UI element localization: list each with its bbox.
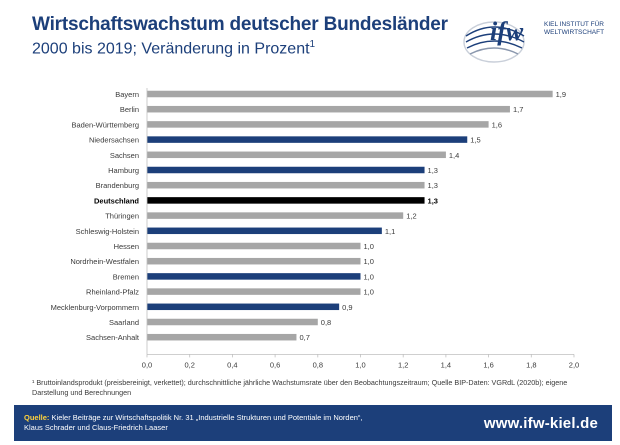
x-tick-label: 1,8 xyxy=(526,360,536,369)
category-label: Nordrhein-Westfalen xyxy=(70,257,139,266)
x-tick-label: 0,2 xyxy=(184,360,194,369)
logo-line1: KIEL INSTITUT FÜR xyxy=(544,20,604,28)
chart-subtitle: 2000 bis 2019; Veränderung in Prozent1 xyxy=(32,39,315,58)
category-label: Bremen xyxy=(113,272,139,281)
bar xyxy=(147,197,425,204)
data-label: 1,7 xyxy=(513,105,523,114)
x-tick-label: 0,8 xyxy=(313,360,323,369)
category-label: Bayern xyxy=(115,90,139,99)
data-label: 1,1 xyxy=(385,227,395,236)
data-label: 1,0 xyxy=(364,272,374,281)
x-tick-label: 1,4 xyxy=(441,360,451,369)
data-label: 1,0 xyxy=(364,242,374,251)
x-tick-label: 0,6 xyxy=(270,360,280,369)
category-label: Niedersachsen xyxy=(89,136,139,145)
footer-source-line2: Klaus Schrader und Claus-Friedrich Laase… xyxy=(24,423,168,432)
data-label: 1,2 xyxy=(406,212,416,221)
bar xyxy=(147,303,340,311)
data-label: 1,3 xyxy=(428,196,438,205)
bar xyxy=(147,121,489,128)
bar xyxy=(147,136,468,143)
chart-title: Wirtschaftswachstum deutscher Bundesländ… xyxy=(32,14,448,35)
bar xyxy=(147,105,510,113)
x-tick-label: 1,6 xyxy=(483,360,493,369)
category-label: Hamburg xyxy=(108,166,139,175)
footer-source-label: Quelle: xyxy=(24,413,50,422)
bar xyxy=(147,181,425,189)
bar xyxy=(147,257,361,265)
bar-chart: Bayern 1,9 Berlin 1,7 Baden-Württemberg 1,6 Ni… xyxy=(0,82,620,372)
footnote: ¹ Bruttoinlandsprodukt (preisbereinigt, … xyxy=(32,378,568,397)
bar xyxy=(147,166,425,174)
data-label: 0,8 xyxy=(321,318,331,327)
footer-source: Quelle: Kieler Beiträge zur Wirtschaftsp… xyxy=(24,413,424,433)
bar xyxy=(147,151,446,159)
subtitle-footnote-mark: 1 xyxy=(309,39,316,50)
category-label: Mecklenburg-Vorpommern xyxy=(51,303,139,312)
data-label: 1,6 xyxy=(492,120,502,129)
bar xyxy=(147,288,361,295)
bar xyxy=(147,212,404,219)
data-label: 1,5 xyxy=(470,136,480,145)
bar-chart-svg: Bayern 1,9 Berlin 1,7 Baden-Württemberg 1,6 Ni… xyxy=(51,88,579,369)
bar xyxy=(147,318,318,326)
category-label: Berlin xyxy=(120,105,139,114)
category-label: Brandenburg xyxy=(96,181,139,190)
bar xyxy=(147,90,553,98)
data-label: 1,3 xyxy=(428,181,438,190)
data-label: 1,0 xyxy=(364,288,374,297)
logo-line2: WELTWIRTSCHAFT xyxy=(544,29,604,36)
bar xyxy=(147,227,382,235)
data-label: 1,4 xyxy=(449,151,459,160)
x-tick-label: 0,4 xyxy=(227,360,237,369)
data-label: 1,9 xyxy=(556,90,566,99)
category-label: Schleswig-Holstein xyxy=(76,227,139,236)
x-tick-label: 1,0 xyxy=(355,360,365,369)
category-label: Sachsen-Anhalt xyxy=(86,333,140,342)
category-label: Saarland xyxy=(109,318,139,327)
bar xyxy=(147,333,297,341)
footer-bar: Quelle: Kieler Beiträge zur Wirtschaftsp… xyxy=(14,405,612,441)
bar xyxy=(147,242,361,250)
x-tick-label: 1,2 xyxy=(398,360,408,369)
category-label: Sachsen xyxy=(110,151,139,160)
category-label: Rheinland-Pfalz xyxy=(86,288,139,297)
footer-source-line1: Kieler Beiträge zur Wirtschaftspolitik N… xyxy=(51,413,363,422)
logo-wordmark: ifw xyxy=(490,17,524,46)
ifw-logo: ifw KIEL INSTITUT FÜR WELTWIRTSCHAFT xyxy=(458,10,608,66)
x-tick-label: 0,0 xyxy=(142,360,152,369)
category-label: Thüringen xyxy=(105,212,139,221)
bar xyxy=(147,273,361,280)
data-label: 1,3 xyxy=(428,166,438,175)
category-label: Deutschland xyxy=(94,196,139,205)
subtitle-text: 2000 bis 2019; Veränderung in Prozent xyxy=(32,40,310,58)
globe-icon: ifw KIEL INSTITUT FÜR WELTWIRTSCHAFT xyxy=(463,17,604,63)
data-label: 0,7 xyxy=(299,333,309,342)
x-tick-label: 2,0 xyxy=(569,360,579,369)
category-label: Hessen xyxy=(114,242,139,251)
category-label: Baden-Württemberg xyxy=(71,120,139,129)
data-label: 1,0 xyxy=(364,257,374,266)
data-label: 0,9 xyxy=(342,303,352,312)
footer-url-link[interactable]: www.ifw-kiel.de xyxy=(483,415,598,432)
